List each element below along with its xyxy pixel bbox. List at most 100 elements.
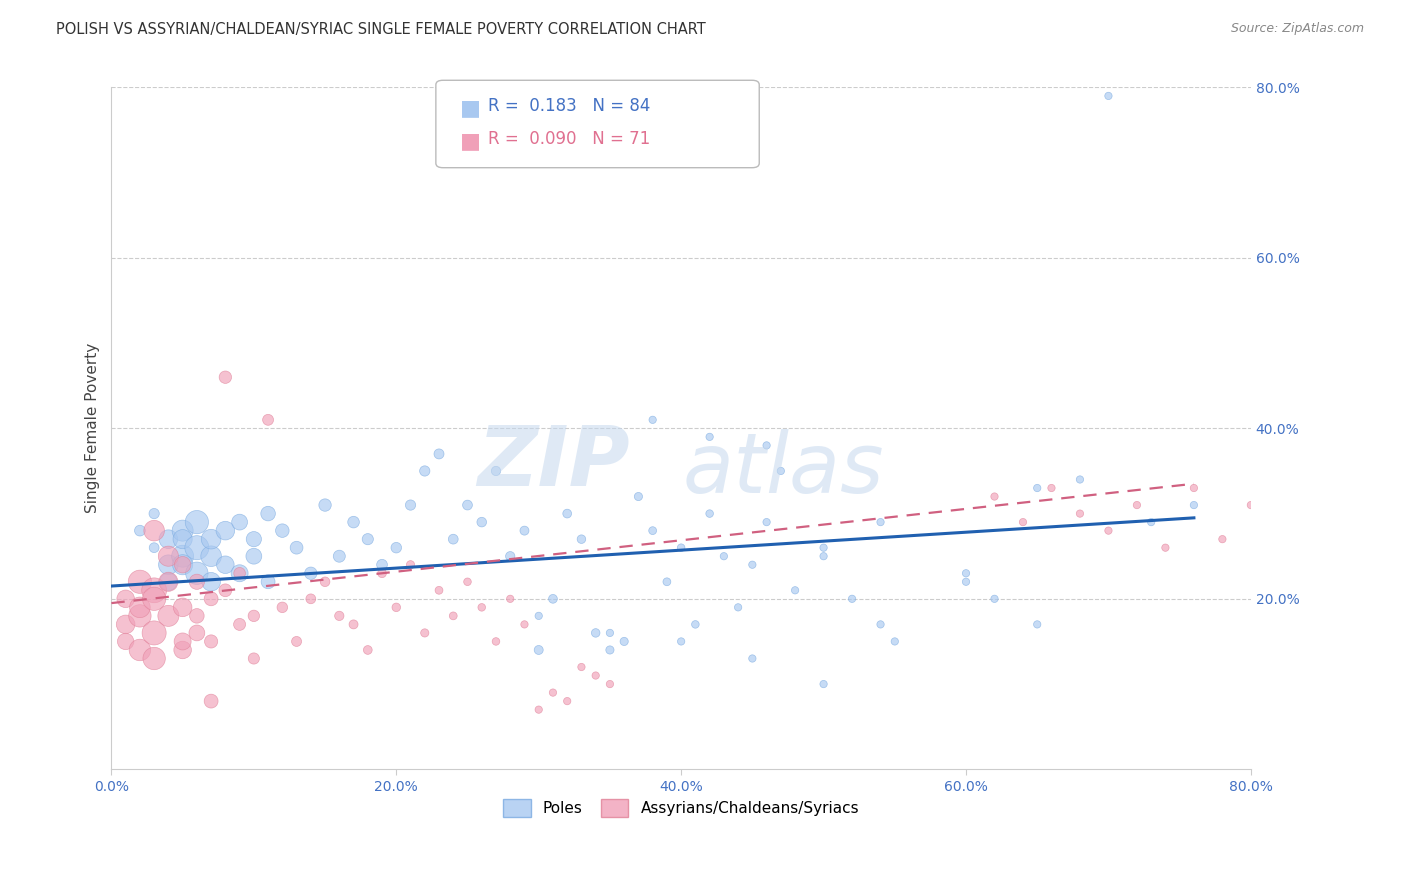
Point [813, 541, 835, 555]
Text: R =  0.183   N = 84: R = 0.183 N = 84 [488, 97, 650, 115]
Point [143, 626, 166, 640]
Point [172, 600, 194, 615]
Point [243, 608, 266, 623]
Point [143, 651, 166, 665]
Point [214, 583, 236, 598]
Point [955, 566, 977, 581]
Point [741, 558, 763, 572]
Point [143, 507, 166, 521]
Point [299, 566, 322, 581]
Point [214, 524, 236, 538]
Point [157, 532, 180, 546]
Point [257, 507, 280, 521]
Point [186, 626, 208, 640]
Text: Source: ZipAtlas.com: Source: ZipAtlas.com [1230, 22, 1364, 36]
Point [357, 643, 380, 657]
Text: POLISH VS ASSYRIAN/CHALDEAN/SYRIAC SINGLE FEMALE POVERTY CORRELATION CHART: POLISH VS ASSYRIAN/CHALDEAN/SYRIAC SINGL… [56, 22, 706, 37]
Point [527, 703, 550, 717]
Y-axis label: Single Female Poverty: Single Female Poverty [86, 343, 100, 514]
Point [1026, 617, 1049, 632]
Point [172, 532, 194, 546]
Point [955, 574, 977, 589]
Point [869, 617, 891, 632]
Point [1310, 464, 1333, 478]
Point [755, 515, 778, 529]
Point [342, 617, 364, 632]
Point [983, 490, 1005, 504]
Point [200, 694, 222, 708]
Point [172, 558, 194, 572]
Point [727, 600, 749, 615]
Point [342, 515, 364, 529]
Point [741, 651, 763, 665]
Point [314, 498, 336, 512]
Point [371, 566, 394, 581]
Point [1069, 473, 1091, 487]
Point [813, 677, 835, 691]
Point [143, 541, 166, 555]
Point [699, 507, 721, 521]
Point [1182, 481, 1205, 495]
Point [1211, 532, 1233, 546]
Point [129, 600, 152, 615]
Point [371, 558, 394, 572]
Point [157, 558, 180, 572]
Point [527, 643, 550, 657]
Point [385, 541, 408, 555]
Point [571, 660, 593, 674]
Point [157, 608, 180, 623]
Point [555, 694, 578, 708]
Text: ■: ■ [460, 98, 481, 118]
Point [228, 566, 250, 581]
Point [1140, 515, 1163, 529]
Point [200, 634, 222, 648]
Point [214, 558, 236, 572]
Point [713, 549, 735, 564]
Point [200, 591, 222, 606]
Point [571, 532, 593, 546]
Point [357, 532, 380, 546]
Point [114, 634, 136, 648]
Point [1268, 515, 1291, 529]
Point [669, 541, 692, 555]
Point [685, 617, 707, 632]
Point [485, 634, 508, 648]
Point [641, 413, 664, 427]
Point [328, 549, 350, 564]
Point [983, 591, 1005, 606]
Point [186, 608, 208, 623]
Point [172, 634, 194, 648]
Point [841, 591, 863, 606]
Point [1240, 498, 1263, 512]
Point [200, 532, 222, 546]
Point [471, 600, 494, 615]
Point [200, 549, 222, 564]
Point [243, 532, 266, 546]
Point [1154, 541, 1177, 555]
Point [427, 583, 450, 598]
Point [669, 634, 692, 648]
Point [129, 643, 152, 657]
Point [143, 591, 166, 606]
Point [129, 524, 152, 538]
Point [399, 498, 422, 512]
Point [186, 515, 208, 529]
Point [157, 574, 180, 589]
Point [499, 591, 522, 606]
Point [172, 558, 194, 572]
Point [599, 643, 621, 657]
Point [527, 608, 550, 623]
Point [1069, 507, 1091, 521]
Point [1182, 498, 1205, 512]
Point [1354, 507, 1376, 521]
Point [129, 608, 152, 623]
Point [541, 591, 564, 606]
Point [186, 541, 208, 555]
Point [441, 532, 464, 546]
Point [655, 574, 678, 589]
Point [413, 464, 436, 478]
Point [200, 574, 222, 589]
Point [257, 413, 280, 427]
Point [485, 464, 508, 478]
Point [555, 507, 578, 521]
